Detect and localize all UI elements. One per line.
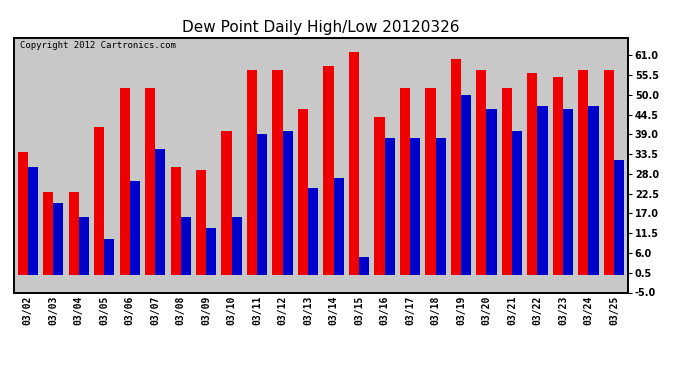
Bar [512,131,522,274]
Bar [53,203,63,274]
Bar [476,70,486,274]
Bar [308,188,318,274]
Bar [502,88,512,274]
Bar [232,217,242,274]
Bar [324,66,333,274]
Title: Dew Point Daily High/Low 20120326: Dew Point Daily High/Low 20120326 [182,20,460,35]
Bar [68,192,79,274]
Bar [79,217,89,274]
Bar [119,88,130,274]
Bar [170,167,181,274]
Bar [614,160,624,274]
Bar [435,138,446,274]
Bar [333,178,344,274]
Bar [181,217,191,274]
Bar [43,192,53,274]
Bar [145,88,155,274]
Bar [384,138,395,274]
Bar [589,106,599,274]
Bar [18,152,28,274]
Bar [196,170,206,274]
Bar [425,88,435,274]
Bar [538,106,548,274]
Bar [247,70,257,274]
Bar [410,138,420,274]
Bar [283,131,293,274]
Bar [461,95,471,274]
Bar [400,88,410,274]
Bar [94,127,104,274]
Bar [553,77,563,274]
Bar [375,117,384,274]
Bar [359,256,369,274]
Bar [578,70,589,274]
Bar [221,131,232,274]
Bar [257,135,267,274]
Bar [451,59,461,274]
Bar [563,110,573,274]
Bar [130,181,140,274]
Bar [527,74,538,274]
Bar [28,167,38,274]
Bar [349,52,359,274]
Bar [155,149,166,274]
Bar [206,228,217,274]
Bar [604,70,614,274]
Text: Copyright 2012 Cartronics.com: Copyright 2012 Cartronics.com [20,41,176,50]
Bar [486,110,497,274]
Bar [298,110,308,274]
Bar [273,70,283,274]
Bar [104,238,115,274]
